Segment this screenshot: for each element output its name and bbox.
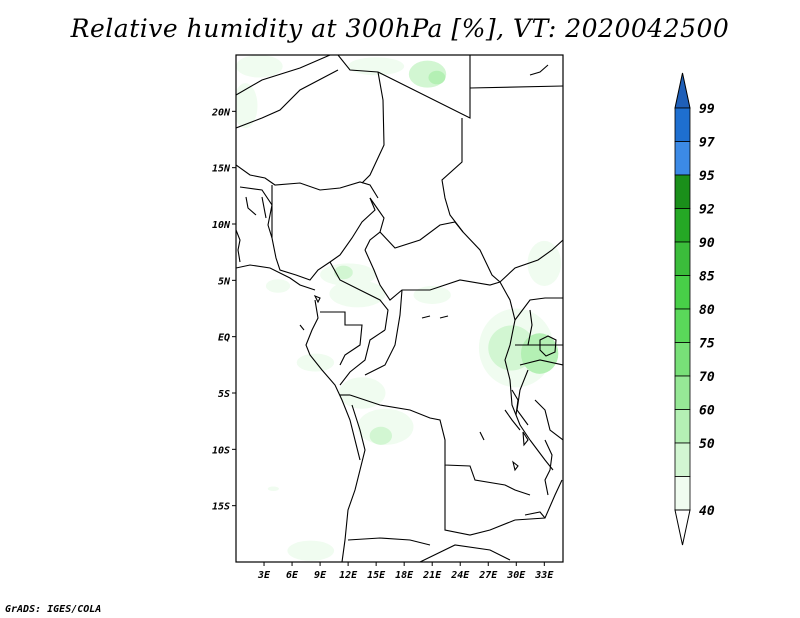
- colorbar-segment: [674, 342, 691, 377]
- colorbar-label: 90: [699, 236, 715, 251]
- colorbar-bottom-arrow: [674, 509, 691, 546]
- lat-tick-label: 20N: [211, 107, 231, 118]
- colorbar-label: 50: [699, 437, 715, 452]
- longitude-axis: 3E 6E 9E 12E 15E 18E 21E 24E 27E 30E 33E: [257, 562, 554, 581]
- lon-tick-label: 15E: [367, 570, 386, 581]
- colorbar-segment: [674, 241, 691, 276]
- colorbar-segment: [674, 308, 691, 343]
- colorbar-label: 97: [699, 136, 715, 151]
- lon-tick-label: 33E: [534, 570, 554, 581]
- humidity-patch: [338, 377, 386, 409]
- colorbar-label: 60: [699, 404, 715, 419]
- lon-tick-label: 12E: [339, 570, 358, 581]
- humidity-patch: [413, 285, 451, 304]
- humidity-patch: [520, 333, 559, 374]
- lat-tick-label: 10S: [212, 445, 230, 456]
- lon-tick-label: 27E: [478, 570, 498, 581]
- humidity-patch: [348, 57, 405, 76]
- colorbar-label: 95: [699, 169, 715, 184]
- colorbar-label: 85: [699, 270, 715, 285]
- humidity-patch: [265, 279, 291, 293]
- colorbar-label: 92: [699, 203, 715, 218]
- colorbar-segment: [674, 409, 691, 444]
- colorbar-segment: [674, 442, 691, 477]
- lon-tick-label: 21E: [422, 570, 442, 581]
- colorbar-segment: [674, 375, 691, 410]
- lat-tick-label: 5S: [218, 389, 230, 400]
- country-borders: [236, 55, 563, 562]
- colorbar-segment: [674, 275, 691, 310]
- chart-title: Relative humidity at 300hPa [%], VT: 202…: [70, 14, 730, 43]
- latitude-axis: 20N 15N 10N 5N EQ 5S 10S 15S: [211, 107, 236, 513]
- colorbar-label: 75: [699, 337, 715, 352]
- colorbar-label: 99: [699, 102, 715, 117]
- colorbar-segment: [674, 174, 691, 209]
- colorbar-label: 40: [699, 504, 715, 519]
- map-frame: [235, 54, 564, 563]
- grads-credit: GrADS: IGES/COLA: [5, 604, 102, 615]
- humidity-patch: [334, 265, 353, 280]
- colorbar-segment: [674, 141, 691, 176]
- lat-tick-label: 5N: [218, 276, 231, 287]
- humidity-patch: [267, 486, 279, 492]
- lat-tick-label: EQ: [218, 333, 230, 344]
- colorbar: 99 97 95 92 90 85 80 75 70 60 50 40: [674, 72, 715, 546]
- lon-tick-label: 30E: [506, 570, 526, 581]
- lon-tick-label: 24E: [450, 570, 470, 581]
- colorbar-segment: [674, 208, 691, 243]
- colorbar-segment: [674, 476, 691, 511]
- lat-tick-label: 10N: [212, 220, 231, 231]
- humidity-patch: [428, 70, 446, 85]
- lon-tick-label: 6E: [286, 570, 299, 581]
- lat-tick-label: 15S: [212, 502, 230, 513]
- lon-tick-label: 18E: [395, 570, 414, 581]
- humidity-patches: [236, 55, 562, 561]
- lat-tick-label: 15N: [212, 164, 231, 175]
- humidity-patch: [369, 426, 393, 445]
- colorbar-segment: [674, 107, 691, 142]
- humidity-patch: [527, 240, 562, 286]
- lon-tick-label: 3E: [257, 570, 271, 581]
- colorbar-label: 70: [699, 370, 715, 385]
- humidity-patch: [236, 83, 258, 129]
- colorbar-label: 80: [699, 303, 715, 318]
- humidity-patch: [236, 55, 283, 78]
- humidity-patch: [329, 280, 386, 308]
- lon-tick-label: 9E: [314, 570, 327, 581]
- humidity-patch: [287, 540, 335, 561]
- colorbar-top-arrow: [674, 72, 691, 109]
